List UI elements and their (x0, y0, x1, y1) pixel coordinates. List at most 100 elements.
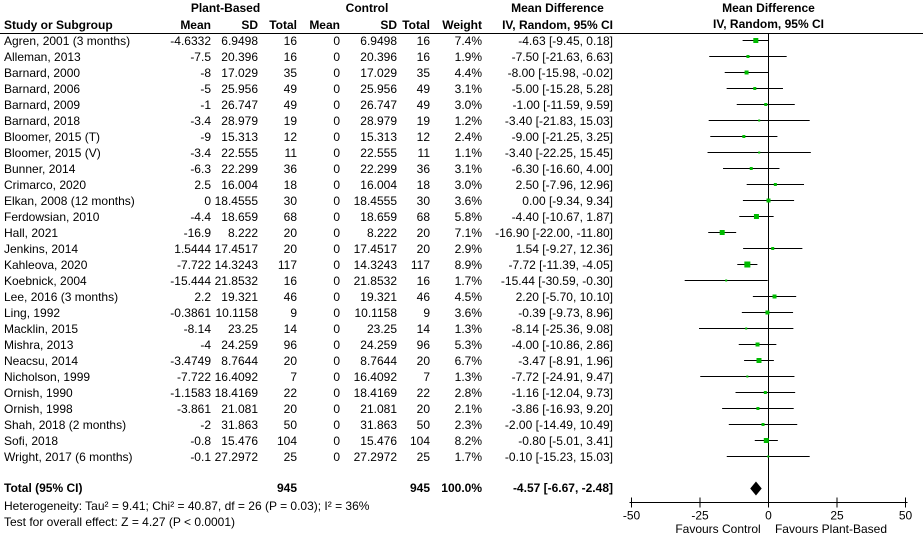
col-header-control-mean: Mean (309, 18, 340, 32)
study-row: Alleman, 2013 -7.5 20.396 16 0 20.396 16… (0, 49, 923, 65)
ci-text-value: -6.30 [-16.60, 4.00] (511, 162, 613, 176)
plant-total-value: 46 (283, 290, 297, 304)
control-sd-value: 16.4092 (353, 370, 397, 384)
study-label: Ling, 1992 (4, 306, 61, 320)
effect-square (772, 294, 777, 299)
control-mean-value: 0 (333, 434, 340, 448)
weight-value: 1.9% (454, 50, 482, 64)
control-total-value: 20 (416, 354, 430, 368)
control-total-value: 46 (416, 290, 430, 304)
study-row: Kahleova, 2020 -7.722 14.3243 117 0 14.3… (0, 257, 923, 273)
control-total-value: 16 (416, 274, 430, 288)
overall-effect-text: Test for overall effect: Z = 4.27 (P < 0… (4, 515, 236, 529)
weight-value: 3.1% (454, 82, 482, 96)
study-row: Barnard, 2006 -5 25.956 49 0 25.956 49 3… (0, 81, 923, 97)
study-row: Hall, 2021 -16.9 8.222 20 0 8.222 20 7.1… (0, 225, 923, 241)
control-sd-value: 18.659 (360, 210, 397, 224)
weight-value: 2.9% (454, 242, 482, 256)
ci-text-value: -8.14 [-25.36, 9.08] (511, 322, 613, 336)
control-sd-value: 8.222 (366, 226, 397, 240)
plant-total-value: 68 (283, 210, 297, 224)
plant-mean-value: -2 (200, 418, 211, 432)
axis-tick-label: -25 (691, 509, 709, 523)
plant-mean-value: -3.4749 (170, 354, 211, 368)
plant-sd-value: 18.4169 (214, 386, 258, 400)
effect-square (765, 310, 770, 315)
plant-sd-value: 22.299 (221, 162, 258, 176)
effect-square (753, 214, 759, 219)
plant-total-value: 16 (283, 34, 297, 48)
effect-square (766, 198, 771, 203)
ci-text-value: -3.40 [-21.83, 15.03] (504, 114, 613, 128)
weight-value: 3.0% (454, 98, 482, 112)
plant-total-value: 36 (283, 162, 297, 176)
control-total-value: 25 (416, 450, 430, 464)
ci-text-value: -2.00 [-14.49, 10.49] (504, 418, 613, 432)
effect-square (761, 423, 765, 426)
ci-text-value: -15.44 [-30.59, -0.30] (500, 274, 613, 288)
study-row: Mishra, 2013 -4 24.259 96 0 24.259 96 5.… (0, 337, 923, 353)
control-total-value: 68 (416, 210, 430, 224)
plant-mean-value: 2.5 (194, 178, 211, 192)
study-label: Lee, 2016 (3 months) (4, 290, 119, 304)
total-ci: -4.57 [-6.67, -2.48] (512, 481, 613, 495)
control-mean-value: 0 (333, 146, 340, 160)
ci-text-value: -5.00 [-15.28, 5.28] (511, 82, 613, 96)
total-control-n: 945 (409, 481, 430, 495)
study-row: Nicholson, 1999 -7.722 16.4092 7 0 16.40… (0, 369, 923, 385)
effect-square (749, 167, 753, 170)
study-row: Macklin, 2015 -8.14 23.25 14 0 23.25 14 … (0, 321, 923, 337)
group-header-control: Control (345, 1, 389, 15)
control-sd-value: 31.863 (360, 418, 397, 432)
control-sd-value: 18.4555 (353, 194, 397, 208)
study-label: Sofi, 2018 (4, 434, 59, 448)
weight-value: 1.1% (454, 146, 482, 160)
ci-text-value: -3.47 [-8.91, 1.96] (518, 354, 613, 368)
effect-square (742, 135, 746, 138)
col-header-control-total: Total (402, 18, 430, 32)
effect-square (753, 38, 759, 43)
study-label: Barnard, 2018 (4, 114, 81, 128)
study-row: Barnard, 2009 -1 26.747 49 0 26.747 49 3… (0, 97, 923, 113)
control-sd-value: 15.476 (360, 434, 397, 448)
plant-mean-value: -3.861 (176, 402, 211, 416)
control-mean-value: 0 (333, 98, 340, 112)
study-label: Elkan, 2008 (12 months) (4, 194, 135, 208)
plant-total-value: 7 (290, 370, 297, 384)
weight-value: 1.3% (454, 322, 482, 336)
plant-total-value: 49 (283, 98, 297, 112)
effect-square (725, 279, 728, 282)
ci-text-value: -0.10 [-15.23, 15.03] (504, 450, 613, 464)
weight-value: 2.3% (454, 418, 482, 432)
ci-text-value: -7.50 [-21.63, 6.63] (511, 50, 613, 64)
total-row: Total (95% CI) 945 945 100.0% -4.57 [-6.… (0, 480, 923, 496)
plant-total-value: 14 (283, 322, 297, 336)
control-sd-value: 21.081 (360, 402, 397, 416)
effect-square (764, 103, 768, 106)
study-label: Ornish, 1998 (4, 402, 73, 416)
plant-sd-value: 8.7644 (221, 354, 258, 368)
study-label: Bloomer, 2015 (V) (4, 146, 101, 160)
col-header-weight: Weight (442, 18, 482, 32)
plant-mean-value: -4 (200, 338, 211, 352)
effect-square (746, 55, 750, 58)
plant-sd-value: 28.979 (221, 114, 258, 128)
study-label: Shah, 2018 (2 months) (4, 418, 127, 432)
control-mean-value: 0 (333, 338, 340, 352)
plant-total-value: 20 (283, 242, 297, 256)
control-sd-value: 23.25 (366, 322, 397, 336)
study-row: Ling, 1992 -0.3861 10.1158 9 0 10.1158 9… (0, 305, 923, 321)
plant-total-value: 25 (283, 450, 297, 464)
control-mean-value: 0 (333, 322, 340, 336)
study-row: Neacsu, 2014 -3.4749 8.7644 20 0 8.7644 … (0, 353, 923, 369)
control-total-value: 7 (423, 370, 430, 384)
weight-value: 3.6% (454, 306, 482, 320)
weight-value: 1.3% (454, 370, 482, 384)
col-header-study: Study or Subgroup (4, 18, 113, 32)
control-mean-value: 0 (333, 306, 340, 320)
study-label: Ornish, 1990 (4, 386, 73, 400)
study-label: Macklin, 2015 (4, 322, 79, 336)
control-mean-value: 0 (333, 290, 340, 304)
control-sd-value: 8.7644 (360, 354, 397, 368)
